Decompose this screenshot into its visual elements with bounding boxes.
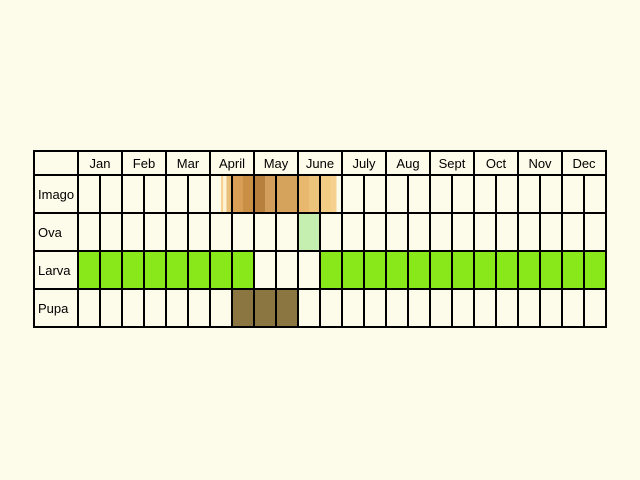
- imago-fill-0: [221, 175, 224, 213]
- imago-fill-7: [276, 175, 298, 213]
- imago-fill-9: [309, 175, 320, 213]
- month-label-aug: Aug: [396, 156, 419, 171]
- month-label-dec: Dec: [572, 156, 596, 171]
- month-label-nov: Nov: [528, 156, 552, 171]
- month-label-sept: Sept: [439, 156, 466, 171]
- month-label-june: June: [306, 156, 334, 171]
- imago-fill-1: [223, 175, 227, 213]
- ova-fill-0: [298, 213, 320, 251]
- imago-fill-8: [298, 175, 309, 213]
- imago-fill-6: [265, 175, 276, 213]
- month-label-april: April: [219, 156, 245, 171]
- month-label-jan: Jan: [90, 156, 111, 171]
- row-label-larva: Larva: [38, 263, 71, 278]
- month-label-may: May: [264, 156, 289, 171]
- imago-fill-10: [320, 175, 331, 213]
- imago-fill-2: [226, 175, 232, 213]
- imago-fill-4: [243, 175, 254, 213]
- row-label-ova: Ova: [38, 225, 63, 240]
- imago-fill-5: [254, 175, 265, 213]
- grid-layer: [33, 150, 607, 328]
- row-label-imago: Imago: [38, 187, 74, 202]
- month-label-feb: Feb: [133, 156, 155, 171]
- larva-fill-1: [320, 251, 606, 289]
- row-label-pupa: Pupa: [38, 301, 69, 316]
- imago-fill-3: [232, 175, 243, 213]
- imago-fill-11: [331, 175, 337, 213]
- month-label-mar: Mar: [177, 156, 200, 171]
- month-label-july: July: [352, 156, 376, 171]
- pupa-fill-0: [232, 289, 298, 327]
- month-label-oct: Oct: [486, 156, 507, 171]
- labels-layer: Jan Feb Mar April May June July Aug Sept Oct Nov De…: [38, 156, 596, 316]
